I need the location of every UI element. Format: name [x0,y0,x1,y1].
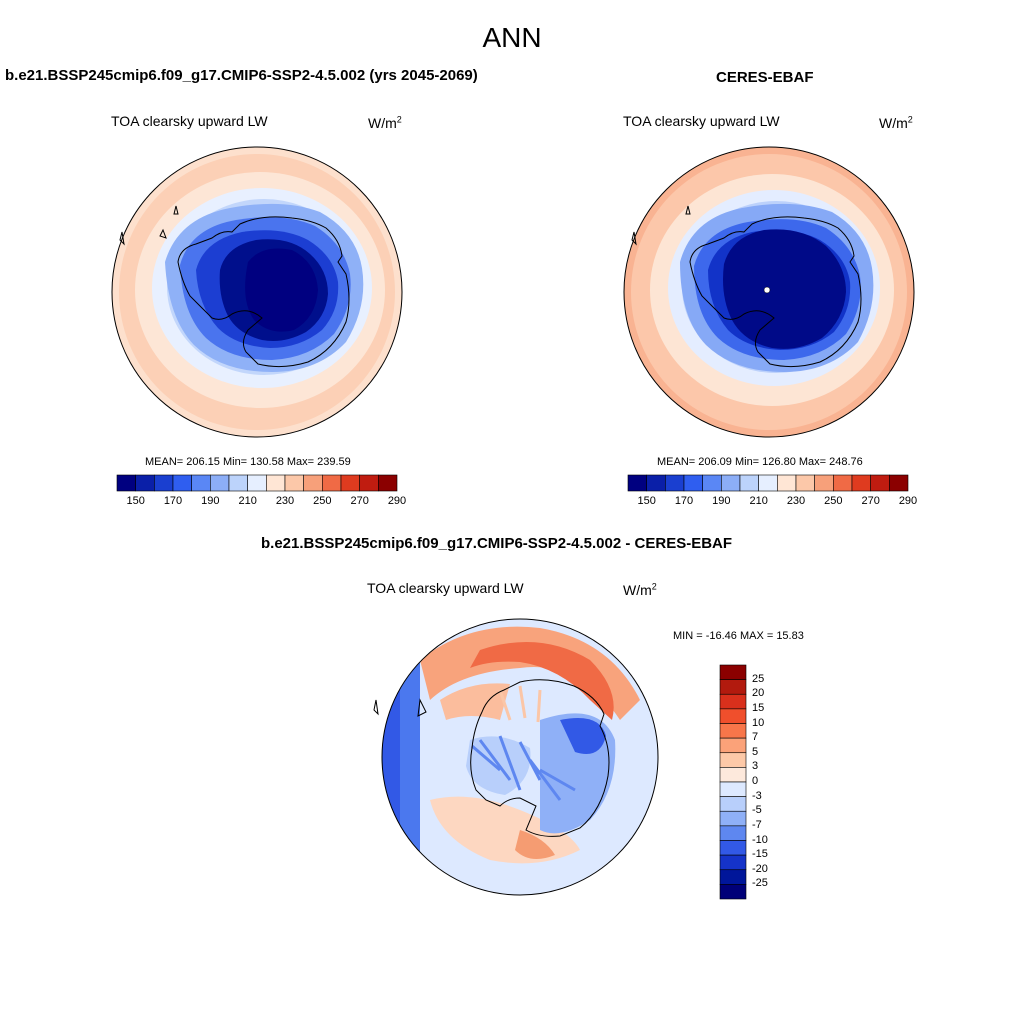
colorbar-tick-label: -20 [752,862,768,875]
colorbar-swatch [359,474,379,492]
colorbar-tick-label: 170 [163,495,183,507]
colorbar-tick-label: 0 [752,775,759,787]
colorbar-tick-label: 270 [350,495,369,507]
panel1-stats: MEAN= 206.15 Min= 130.58 Max= 239.59 [145,456,351,468]
colorbar-swatch [721,474,741,492]
colorbar-swatch [719,840,747,856]
colorbar-swatch [154,474,174,492]
colorbar-swatch [266,474,286,492]
colorbar-swatch [340,474,360,492]
colorbar-tick-label: -5 [752,804,762,817]
panel3-title: b.e21.BSSP245cmip6.f09_g17.CMIP6-SSP2-4.… [261,535,733,552]
panel2-stats: MEAN= 206.09 Min= 126.80 Max= 248.76 [657,456,863,468]
colorbar-swatch [627,474,647,492]
colorbar-swatch [814,474,834,492]
colorbar-swatch [719,664,747,680]
colorbar-tick-label: -25 [752,877,768,890]
colorbar-tick-label: 25 [752,672,765,685]
panel1-units: W/m2 [368,114,402,131]
colorbar-tick-label: 230 [275,495,295,507]
colorbar-tick-label: 170 [674,495,694,507]
map-difference-polar [373,618,659,896]
colorbar-swatch [210,474,230,492]
colorbar-swatch [833,474,853,492]
colorbar-swatch [284,474,304,492]
colorbar-swatch [172,474,192,492]
colorbar-swatch [719,767,747,783]
colorbar-swatch [191,474,211,492]
colorbar-swatch [116,474,136,492]
colorbar-swatch [665,474,685,492]
panel3-stats: MIN = -16.46 MAX = 15.83 [673,630,804,642]
colorbar-tick-label: 15 [752,701,765,714]
colorbar-tick-label: 270 [861,495,880,507]
map-model-polar [111,146,403,438]
colorbar-swatch [719,884,747,900]
colorbar-swatch [135,474,155,492]
colorbar-tick-label: 210 [749,495,768,507]
panel2-variable: TOA clearsky upward LW [623,113,780,129]
colorbar-tick-label: 5 [752,745,759,758]
colorbar-swatch [719,781,747,797]
colorbar-tick-label: 230 [786,495,806,507]
colorbar-swatch [719,752,747,768]
colorbar-swatch [719,708,747,724]
colorbar-tick-label: 150 [637,495,656,507]
colorbar-difference [719,664,747,900]
colorbar-swatch [758,474,778,492]
main-title: ANN [482,22,542,53]
colorbar-tick-label: 210 [238,495,257,507]
colorbar-swatch [719,869,747,885]
colorbar-swatch [719,796,747,812]
colorbar-tick-label: 290 [387,495,407,507]
colorbar-tick-label: 190 [201,495,220,507]
colorbar-swatch [777,474,797,492]
colorbar-tick-label: -7 [752,818,762,831]
colorbar-swatch [719,810,747,827]
colorbar-tick-label: 190 [712,495,731,507]
panel1-variable: TOA clearsky upward LW [111,113,268,129]
panel3-units: W/m2 [623,581,657,598]
colorbar-swatch [322,474,342,492]
colorbar-swatch [247,474,267,492]
panel2-units: W/m2 [879,114,913,131]
colorbar-tick-label: 3 [752,760,759,773]
panel3-variable: TOA clearsky upward LW [367,580,524,596]
colorbar-swatch [702,474,722,492]
colorbar-swatch [683,474,703,492]
colorbar-swatch [228,474,248,492]
colorbar-swatch [889,474,909,492]
colorbar-tick-label: 20 [752,687,765,700]
colorbar-swatch [795,474,815,492]
colorbar-swatch [719,737,747,754]
colorbar-tick-label: -3 [752,789,762,802]
map-ceres-polar [623,146,915,438]
colorbar-tick-label: -15 [752,848,768,861]
colorbar-swatch [719,693,747,710]
colorbar-model [116,474,398,492]
colorbar-swatch [719,723,747,739]
colorbar-ceres [627,474,909,492]
colorbar-tick-label: 7 [752,731,759,744]
colorbar-swatch [870,474,890,492]
panel1-title: b.e21.BSSP245cmip6.f09_g17.CMIP6-SSP2-4.… [5,67,478,84]
panel2-title: CERES-EBAF [716,69,814,86]
colorbar-swatch [378,474,398,492]
colorbar-tick-label: 150 [126,495,145,507]
colorbar-swatch [646,474,666,492]
colorbar-tick-label: 250 [824,495,843,507]
colorbar-tick-label: -10 [752,833,768,846]
colorbar-swatch [719,679,747,695]
colorbar-tick-label: 290 [898,495,918,507]
colorbar-swatch [851,474,871,492]
colorbar-swatch [739,474,759,492]
colorbar-swatch [303,474,323,492]
colorbar-tick-label: 10 [752,716,765,729]
colorbar-tick-label: 250 [313,495,332,507]
colorbar-swatch [719,825,747,841]
colorbar-swatch [719,854,747,871]
